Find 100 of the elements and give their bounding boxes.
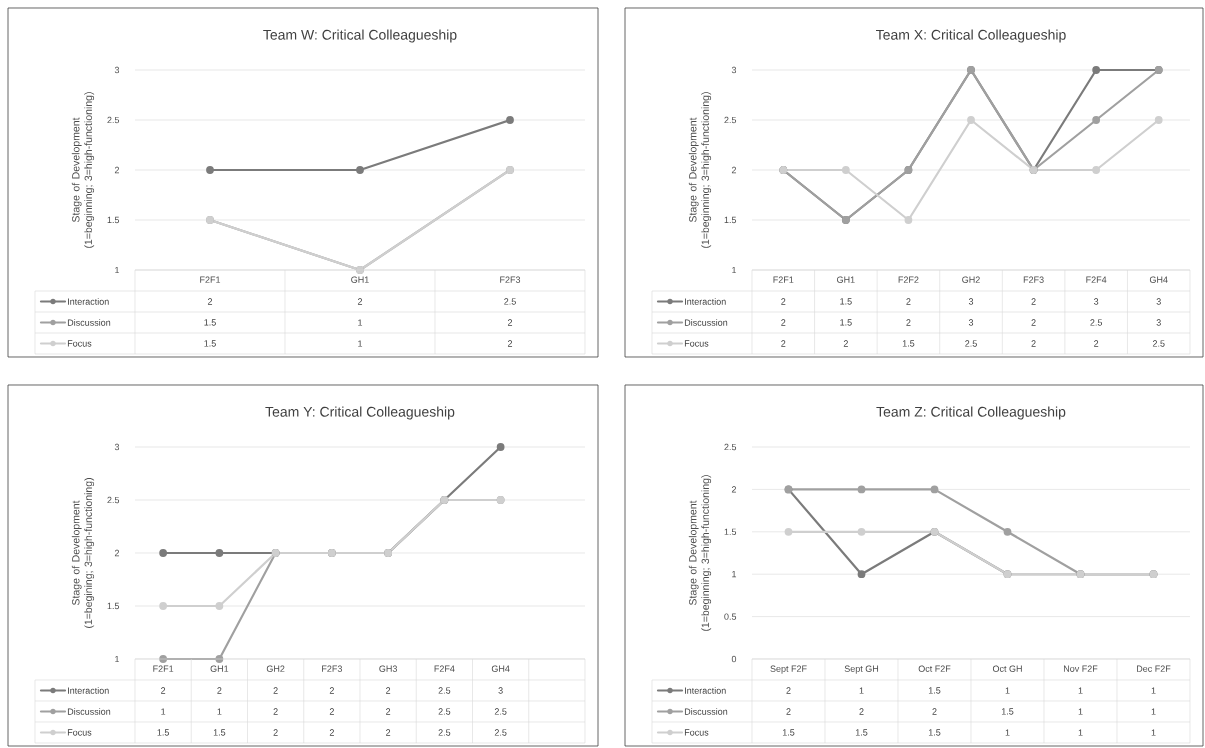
legend-label: Discussion xyxy=(67,708,111,715)
data-label: 1 xyxy=(358,340,363,347)
y-tick-label: 2 xyxy=(731,486,737,493)
data-label: 2 xyxy=(786,708,791,715)
data-label: 1.5 xyxy=(204,340,216,347)
x-tick-label: GH4 xyxy=(491,665,510,672)
y-tick-label: 1.5 xyxy=(107,216,120,224)
legend-label: Focus xyxy=(67,729,92,736)
data-label: 2 xyxy=(329,687,334,694)
data-label: 2 xyxy=(781,340,786,347)
data-label: 2 xyxy=(781,298,786,305)
y-axis-title: Stage of Development (1=beginning; 3=high-functioning) xyxy=(688,475,712,631)
x-tick-label: Dec F2F xyxy=(1136,665,1171,672)
data-label: 2 xyxy=(386,687,391,694)
legend-label: Interaction xyxy=(685,298,726,305)
data-label: 2 xyxy=(507,340,513,347)
data-label: 2.5 xyxy=(965,340,977,347)
data-label: 1 xyxy=(217,708,222,715)
y-tick-label: 2.5 xyxy=(724,443,737,451)
chart-title: Team X: Critical Colleagueship xyxy=(876,29,1066,43)
legend-label: Interaction xyxy=(685,687,726,694)
data-label: 2 xyxy=(781,319,786,326)
data-label: 2.5 xyxy=(494,729,507,736)
data-label: 2 xyxy=(932,708,937,715)
data-label: 2 xyxy=(217,687,222,694)
data-label: 2.5 xyxy=(504,298,516,305)
x-tick-label: F2F4 xyxy=(434,665,455,672)
data-label: 1 xyxy=(1151,687,1156,694)
data-label: 2 xyxy=(273,729,278,736)
data-label: 1 xyxy=(1078,687,1083,694)
y-tick-label: 2.5 xyxy=(724,116,737,124)
data-label: 1.5 xyxy=(840,319,852,326)
data-label: 3 xyxy=(1156,319,1161,326)
data-label: 1.5 xyxy=(928,729,941,736)
x-tick-label: GH4 xyxy=(1149,276,1168,283)
data-label: 2.5 xyxy=(438,687,451,694)
y-tick-label: 0.5 xyxy=(724,613,737,620)
data-label: 2 xyxy=(843,340,848,347)
data-label: 2 xyxy=(273,708,278,715)
x-tick-label: GH2 xyxy=(962,276,980,283)
y-tick-label: 3 xyxy=(114,443,120,451)
x-tick-label: Oct GH xyxy=(992,665,1022,672)
data-label: 1 xyxy=(1078,708,1083,715)
data-label: 1 xyxy=(358,319,363,326)
data-label: 2.5 xyxy=(494,708,507,715)
data-label: 3 xyxy=(498,687,503,694)
x-tick-label: GH3 xyxy=(379,665,397,672)
data-label: 1.5 xyxy=(157,729,169,736)
data-label: 2 xyxy=(507,319,513,326)
y-axis-title: Stage of Development (1=beginning; 3=high-functioning) xyxy=(688,92,712,248)
legend-label: Interaction xyxy=(68,687,109,694)
y-tick-label: 1.5 xyxy=(724,528,737,535)
chart-title: Team Z: Critical Colleagueship xyxy=(876,406,1066,420)
data-label: 3 xyxy=(1156,298,1161,305)
x-tick-label: Sept F2F xyxy=(770,665,807,674)
y-tick-label: 2 xyxy=(114,549,120,557)
y-tick-label: 1.5 xyxy=(107,602,120,610)
x-tick-label: F2F3 xyxy=(500,276,521,283)
x-tick-label: Sept GH xyxy=(844,665,879,674)
data-label: 2.5 xyxy=(438,708,451,715)
data-label: 2 xyxy=(329,729,334,736)
data-label: 2 xyxy=(1031,298,1036,305)
y-tick-label: 1 xyxy=(732,571,737,578)
data-label: 1.5 xyxy=(840,298,852,305)
data-label: 2 xyxy=(161,687,166,694)
data-label: 1 xyxy=(161,708,166,715)
x-tick-label: Nov F2F xyxy=(1063,665,1098,672)
data-label: 1 xyxy=(1078,729,1083,736)
data-label: 1.5 xyxy=(204,319,216,326)
data-label: 1.5 xyxy=(855,729,868,736)
data-label: 3 xyxy=(1093,298,1099,305)
legend-label: Discussion xyxy=(684,708,728,715)
x-tick-label: F2F1 xyxy=(153,665,174,672)
y-tick-label: 1 xyxy=(115,266,120,274)
data-label: 3 xyxy=(968,298,974,305)
x-tick-label: F2F4 xyxy=(1086,276,1107,283)
legend-label: Discussion xyxy=(67,319,111,326)
y-tick-label: 1 xyxy=(115,655,120,663)
legend-label: Interaction xyxy=(68,298,109,305)
data-label: 1.5 xyxy=(213,729,226,736)
x-tick-label: F2F2 xyxy=(898,276,919,283)
x-tick-label: F2F3 xyxy=(1023,276,1044,283)
y-axis-title: Stage of Development (1=beginning; 3=high-functioning) xyxy=(71,92,95,248)
y-tick-label: 2 xyxy=(731,166,737,174)
x-tick-label: GH1 xyxy=(837,276,855,283)
data-label: 2 xyxy=(1031,319,1036,326)
data-label: 1 xyxy=(1005,687,1010,694)
data-label: 2 xyxy=(386,708,391,715)
data-label: 1 xyxy=(1151,729,1156,736)
data-label: 1.5 xyxy=(902,340,915,347)
y-tick-label: 2.5 xyxy=(107,496,120,504)
data-label: 2 xyxy=(357,298,363,305)
y-tick-label: 1.5 xyxy=(724,216,737,224)
legend-label: Discussion xyxy=(684,319,728,326)
x-tick-label: Oct F2F xyxy=(918,665,951,672)
y-tick-label: 2 xyxy=(114,166,120,174)
data-label: 2 xyxy=(859,708,864,715)
data-label: 2 xyxy=(1031,340,1036,347)
legend-label: Focus xyxy=(684,729,709,736)
y-tick-label: 2.5 xyxy=(107,116,120,124)
